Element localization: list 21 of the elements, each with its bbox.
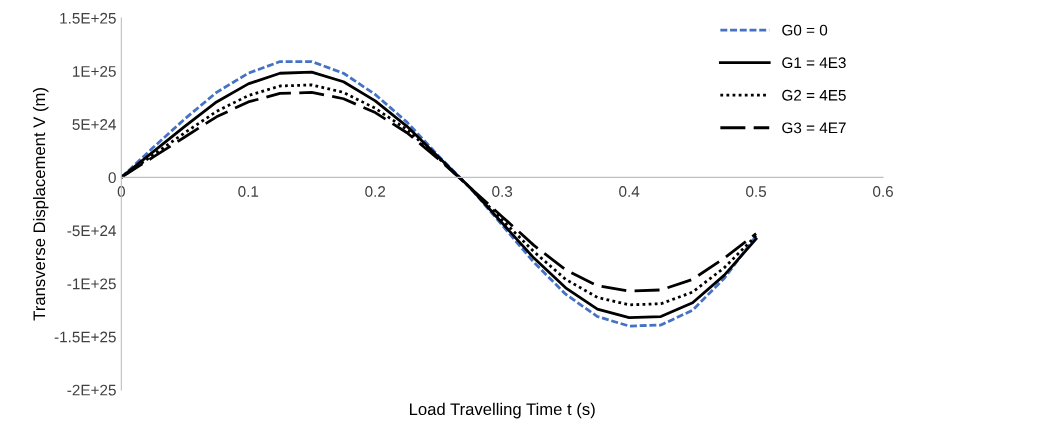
y-tick-label: -2E+25 bbox=[67, 384, 116, 396]
y-tick-label: 1E+25 bbox=[73, 65, 116, 77]
y-tick-label: -5E+24 bbox=[67, 225, 117, 237]
x-tick-label: 0.3 bbox=[492, 186, 513, 197]
y-tick-label: 1.5E+25 bbox=[60, 12, 116, 24]
legend-label: G1 = 4E3 bbox=[782, 57, 846, 69]
y-tick-label: -1.5E+25 bbox=[54, 331, 116, 343]
y-tick-label: -1E+25 bbox=[67, 278, 116, 290]
x-tick-label: 0.1 bbox=[238, 186, 259, 197]
legend-label: G2 = 4E5 bbox=[782, 89, 846, 101]
y-tick-label: 5E+24 bbox=[72, 119, 117, 130]
y-tick-label: 0 bbox=[108, 172, 116, 184]
x-tick-label: 0.4 bbox=[619, 186, 640, 197]
x-tick-label: 0.2 bbox=[365, 186, 386, 197]
legend-label: G0 = 0 bbox=[782, 24, 828, 36]
x-tick-label: 0.5 bbox=[746, 186, 767, 197]
x-tick-label: 0 bbox=[117, 186, 125, 197]
y-axis-title: Transverse Displacement V (m) bbox=[32, 88, 49, 321]
x-axis-title: Load Travelling Time t (s) bbox=[410, 402, 595, 419]
x-tick-label: 0.6 bbox=[873, 186, 893, 197]
legend-label: G3 = 4E7 bbox=[782, 122, 846, 134]
